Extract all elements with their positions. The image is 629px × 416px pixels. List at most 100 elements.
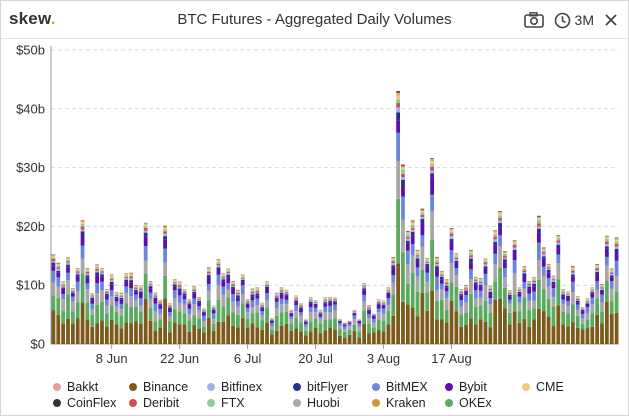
bar-segment-bybit [570, 276, 575, 282]
bar-segment-deribit [168, 305, 172, 307]
bar-segment-huobi [478, 297, 483, 306]
bar-segment-okex [143, 273, 148, 299]
bar-segment-cme [197, 297, 201, 299]
bar-segment-ftx [90, 294, 95, 296]
close-icon[interactable] [604, 13, 618, 27]
legend-item-binance[interactable]: Binance [129, 379, 188, 395]
bar-segment-bitflyer [211, 309, 216, 311]
bar-segment-bitmex [245, 307, 250, 313]
bar-segment-bitflyer [323, 302, 328, 304]
bar-segment-ftx [609, 271, 614, 273]
bar-segment-bitfinex [182, 292, 187, 294]
bar-segment-bitmex [265, 293, 269, 301]
bar-segment-bitfinex [430, 170, 434, 174]
legend-label: FTX [221, 396, 245, 410]
bar-segment-deribit [216, 263, 221, 266]
bar-segment-bybit [425, 266, 430, 273]
legend-item-bitfinex[interactable]: Bitfinex [207, 379, 262, 395]
bar-segment-deribit [158, 302, 163, 304]
bar-segment-bitflyer [527, 286, 532, 289]
bar-segment-bybit [284, 295, 289, 300]
bar-segment-bybit [66, 267, 70, 273]
legend-item-huobi[interactable]: Huobi [293, 395, 340, 411]
bar-segment-ftx [318, 311, 323, 312]
bar-segment-bitflyer [585, 303, 590, 305]
bar-segment-ftx [245, 300, 250, 302]
legend-item-bybit[interactable]: Bybit [445, 379, 487, 395]
bar-segment-bitfinex [381, 303, 386, 305]
bar-segment-bitfinex [454, 259, 459, 261]
legend-item-bakkt[interactable]: Bakkt [53, 379, 98, 395]
bar-segment-bybit [226, 277, 231, 284]
bar-segment-cme [61, 282, 66, 284]
bar-segment-ftx [551, 277, 556, 280]
bar-segment-ftx [134, 286, 138, 288]
bar-segment-deribit [90, 295, 95, 297]
bar-segment-huobi [163, 262, 167, 276]
bar-segment-bitmex [376, 308, 381, 313]
bar-segment-bitflyer [240, 279, 245, 282]
bar-segment-bitflyer [604, 246, 609, 249]
bar-segment-bitflyer [129, 280, 133, 283]
bar-segment-ftx [231, 283, 235, 285]
bar-segment-ftx [464, 286, 468, 289]
legend-item-okex[interactable]: OKEx [445, 395, 492, 411]
legend-item-bitmex[interactable]: BitMEX [372, 379, 428, 395]
bar-segment-cme [80, 222, 85, 224]
bar-segment-huobi [172, 298, 177, 310]
bar-segment-ftx [391, 259, 396, 262]
bar-segment-okex [187, 320, 192, 332]
legend-item-cme[interactable]: CME [522, 379, 564, 395]
bar-segment-binance [386, 324, 391, 344]
bar-segment-okex [66, 294, 70, 319]
bar-segment-bitfinex [362, 287, 367, 289]
bar-segment-coinflex [449, 228, 454, 229]
bar-segment-okex [240, 303, 245, 318]
range-selector[interactable]: 3M [554, 12, 594, 29]
legend-swatch [293, 399, 301, 407]
bar-segment-okex [153, 321, 158, 331]
bar-segment-bitfinex [595, 270, 600, 273]
chart-legend: Bakkt Binance Bitfinex bitFlyer BitMEX Bybit C… [53, 379, 613, 411]
stacked-bar-chart: $0 $10b $20b $30b $40b $50b 8 Jun 22 Jun 6 Jul 20… [16, 43, 619, 366]
bar-segment-cme [483, 259, 488, 261]
bar-segment-deribit [274, 295, 279, 297]
bar-segment-bitmex [347, 324, 352, 326]
camera-icon[interactable] [523, 12, 544, 28]
bar-segment-bakkt [449, 228, 454, 230]
bar-segment-bitflyer [119, 297, 124, 300]
bar-segment-okex [614, 291, 619, 313]
bar-segment-ftx [454, 256, 459, 258]
bar-segment-huobi [279, 304, 284, 313]
bar-segment-bitmex [260, 311, 265, 316]
bar-segment-huobi [420, 246, 425, 270]
bar-segment-kraken [537, 217, 541, 219]
bar-segment-deribit [435, 262, 439, 265]
bar-segment-bitflyer [449, 238, 454, 242]
bar-segment-bybit [507, 296, 512, 300]
bar-segment-huobi [551, 297, 556, 307]
bar-segment-kraken [512, 241, 517, 243]
legend-item-deribit[interactable]: Deribit [129, 395, 179, 411]
bar-segment-bakkt [614, 238, 619, 239]
legend-item-bitflyer[interactable]: bitFlyer [293, 379, 348, 395]
legend-item-coinflex[interactable]: CoinFlex [53, 395, 116, 411]
bar-segment-deribit [303, 320, 308, 321]
bar-segment-bitfinex [405, 238, 410, 242]
bar-segment-bitflyer [192, 291, 197, 294]
bar-segment-bitfinex [153, 296, 158, 298]
bar-segment-deribit [575, 298, 580, 301]
bar-segment-bitmex [512, 260, 517, 274]
legend-item-kraken[interactable]: Kraken [372, 395, 426, 411]
legend-item-ftx[interactable]: FTX [207, 395, 245, 411]
bar-segment-deribit [386, 290, 391, 292]
bar-segment-okex [546, 298, 551, 317]
bar-segment-deribit [352, 311, 357, 313]
bar-segment-okex [274, 315, 279, 331]
bar-segment-deribit [566, 294, 570, 296]
bar-segment-binance [367, 333, 371, 344]
bar-segment-binance [231, 325, 235, 344]
bar-segment-binance [410, 307, 415, 344]
bar-segment-bitflyer [454, 260, 459, 263]
legend-swatch [129, 399, 137, 407]
